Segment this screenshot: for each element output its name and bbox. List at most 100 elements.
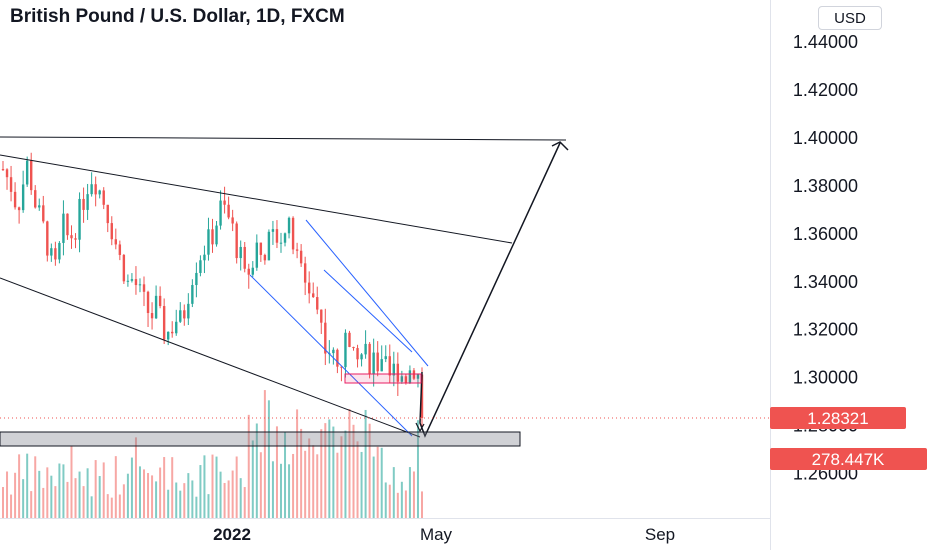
volume-bar	[26, 453, 29, 518]
candle-body	[162, 306, 166, 340]
candle-body	[320, 309, 323, 323]
volume-bar	[203, 455, 206, 518]
candle-body	[195, 272, 198, 286]
volume-bar	[412, 471, 415, 518]
candle-body	[25, 160, 29, 185]
candle-body	[307, 282, 311, 294]
candle-body	[352, 346, 355, 349]
volume-bar	[219, 471, 222, 518]
volume-bar	[288, 464, 291, 518]
volume-bar	[10, 494, 13, 518]
axis-labels: 1.28321 278.447K	[770, 406, 927, 470]
volume-bar	[143, 469, 146, 518]
volume-label: 278.447K	[812, 450, 885, 469]
volume-bar	[227, 480, 230, 518]
candle-body	[166, 331, 170, 340]
candle-body	[171, 331, 174, 334]
y-tick-label: 1.38000	[793, 176, 858, 196]
volume-bar	[275, 426, 278, 518]
candle-body	[34, 190, 37, 208]
demand-zone	[0, 431, 521, 447]
volume-bar	[195, 496, 198, 518]
candle-body	[82, 198, 85, 210]
candle-body	[251, 267, 254, 275]
candle-body	[78, 198, 81, 240]
volume-bar	[74, 478, 77, 518]
volume-bar	[368, 423, 371, 518]
y-tick-label: 1.36000	[793, 224, 858, 244]
candle-body	[223, 200, 226, 205]
candle-body	[94, 184, 97, 195]
volume-bar	[134, 437, 137, 518]
candle-body	[62, 213, 65, 243]
candle-body	[332, 349, 335, 354]
volume-bar	[138, 466, 141, 518]
candle-body	[227, 204, 230, 218]
candle-body	[179, 310, 182, 322]
volume-bar	[50, 475, 53, 518]
candle-body	[138, 284, 142, 286]
candle-body	[299, 250, 303, 264]
candle-body	[58, 242, 61, 260]
candle-body	[134, 279, 138, 286]
volume-bar	[332, 426, 335, 518]
resistance-line-1-40	[0, 136, 567, 141]
price-axis-divider	[770, 0, 771, 550]
currency-button[interactable]: USD	[818, 6, 882, 30]
volume-bar	[187, 473, 190, 518]
candle-body	[42, 205, 45, 222]
candle-body	[360, 354, 363, 360]
candle-body	[5, 169, 9, 178]
volume-bar	[372, 456, 375, 518]
candle-body	[303, 263, 307, 283]
volume-bar	[304, 450, 307, 518]
volume-bar	[421, 491, 423, 518]
volume-bar	[400, 481, 403, 518]
volume-bar	[344, 430, 347, 518]
volume-bar	[243, 487, 246, 518]
volume-bar	[388, 484, 391, 518]
volume-bar	[324, 423, 327, 518]
candle-body	[114, 239, 118, 245]
channel-mid	[323, 269, 413, 353]
candle-body	[372, 352, 375, 374]
volume-bar	[118, 494, 121, 518]
candle-body	[340, 366, 343, 368]
volume-bar	[126, 473, 129, 518]
candle-body	[158, 295, 162, 307]
volume-bar	[259, 452, 262, 518]
volume-bar	[18, 454, 21, 518]
volume-bar	[231, 470, 234, 518]
candle-body	[344, 332, 347, 368]
volume-bar	[171, 457, 174, 518]
volume-bar	[336, 452, 339, 518]
price-axis[interactable]: 1.44000 1.42000 1.40000 1.38000 1.36000 1.340…	[793, 32, 858, 484]
volume-bar	[62, 464, 65, 518]
candle-body	[211, 229, 214, 245]
candle-body	[191, 285, 194, 304]
candle-body	[102, 190, 105, 205]
volume-bar	[90, 496, 93, 518]
y-tick-label: 1.30000	[793, 368, 858, 388]
candle-body	[175, 321, 178, 334]
candle-body	[90, 184, 93, 195]
candle-body	[215, 225, 218, 245]
candle-body	[207, 229, 210, 255]
volume-bar	[130, 457, 133, 518]
volume-bar	[163, 457, 166, 518]
volume-bar	[215, 456, 218, 518]
volume-bar	[191, 480, 194, 518]
candle-body	[279, 242, 283, 244]
candle-body	[412, 370, 416, 379]
time-axis[interactable]: 2022 May Sep	[213, 525, 675, 544]
volume-bar	[38, 470, 41, 518]
candle-body	[231, 217, 234, 224]
volume-bar	[14, 472, 17, 518]
volume-bar	[155, 481, 158, 518]
candle-body	[400, 376, 404, 382]
candle-body	[50, 248, 53, 256]
volume-bar	[271, 461, 274, 518]
volume-bar	[147, 473, 150, 518]
candle-body	[17, 207, 21, 211]
